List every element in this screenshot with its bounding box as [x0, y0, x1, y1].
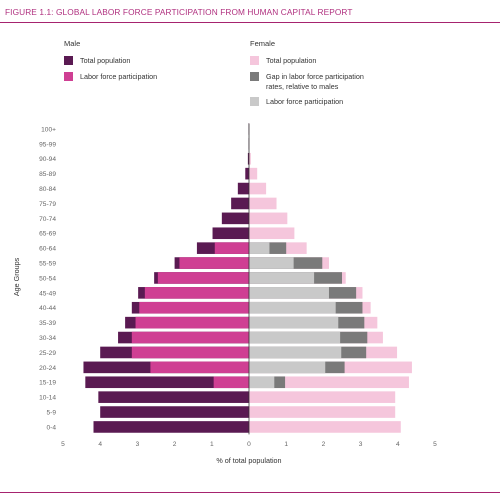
bar-female-labor-50-54 [249, 272, 315, 284]
y-tick-label: 30-34 [39, 335, 56, 342]
legend-female-labor-swatch [250, 97, 259, 106]
bars-group [83, 123, 412, 433]
y-tick-label: 10-14 [39, 395, 56, 402]
legend-female-gap-swatch [250, 72, 259, 81]
bar-male-total-0-4 [93, 421, 249, 433]
bar-male-total-70-74 [221, 212, 249, 225]
legend-male-heading: Male [64, 39, 80, 48]
x-tick-label: 2 [173, 441, 177, 448]
bar-female-total-85-89 [249, 167, 258, 180]
y-axis-label: Age Groups [12, 257, 21, 296]
bottom-rule [0, 492, 500, 493]
bar-male-total-80-84 [237, 182, 249, 195]
bar-male-labor-55-59 [179, 257, 249, 269]
bar-female-labor-55-59 [249, 257, 294, 269]
legend-female-total-label: Total population [266, 56, 316, 65]
x-tick-label: 4 [98, 441, 102, 448]
x-tick-label: 5 [61, 441, 65, 448]
legend-female-gap-label-line2: rates, relative to males [266, 82, 339, 91]
x-axis-label: % of total population [216, 456, 281, 465]
bar-male-total-65-69 [212, 227, 249, 240]
x-tick-label: 3 [359, 441, 363, 448]
y-tick-label: 35-39 [39, 320, 56, 327]
bar-female-labor-60-64 [249, 242, 270, 254]
y-tick-label: 45-49 [39, 290, 56, 297]
bar-male-total-75-79 [231, 197, 249, 210]
legend-female-labor-label: Labor force participation [266, 97, 343, 106]
legend-male-labor-swatch [64, 72, 73, 81]
y-tick-label: 75-79 [39, 201, 56, 208]
legend-male-total-label: Total population [80, 56, 130, 65]
bar-male-total-90-94 [247, 152, 249, 165]
top-rule [0, 22, 500, 23]
x-tick-labels: 5 4 3 2 1 0 1 2 3 4 5 [61, 441, 437, 448]
bar-male-labor-45-49 [144, 287, 249, 299]
bar-female-total-80-84 [249, 182, 267, 195]
x-tick-label: 5 [433, 441, 437, 448]
legend-male-labor-label: Labor force participation [80, 72, 157, 81]
bar-male-labor-25-29 [131, 346, 249, 359]
bar-female-labor-25-29 [249, 346, 342, 359]
bar-female-labor-40-44 [249, 301, 336, 314]
bar-male-labor-50-54 [157, 272, 249, 284]
figure-title: FIGURE 1.1: GLOBAL LABOR FORCE PARTICIPA… [5, 7, 353, 17]
y-tick-label: 70-74 [39, 216, 56, 223]
bar-male-total-5-9 [100, 406, 249, 418]
y-tick-label: 25-29 [39, 350, 56, 357]
y-tick-label: 20-24 [39, 365, 56, 372]
bar-male-total-10-14 [98, 391, 249, 403]
bar-female-labor-20-24 [249, 361, 326, 374]
y-tick-label: 15-19 [39, 380, 56, 387]
y-tick-label: 85-89 [39, 171, 56, 178]
y-tick-label: 95-99 [39, 141, 56, 148]
y-tick-label: 100+ [41, 126, 56, 133]
bar-male-labor-20-24 [150, 361, 249, 374]
bar-male-labor-60-64 [214, 242, 249, 254]
bar-female-labor-35-39 [249, 316, 339, 329]
bar-male-total-85-89 [245, 167, 249, 180]
y-tick-label: 40-44 [39, 305, 56, 312]
y-tick-label: 0-4 [46, 424, 56, 431]
y-tick-labels: 100+ 95-99 90-94 85-89 80-84 75-79 70-74 65-69 6… [39, 126, 56, 431]
legend-male-total-swatch [64, 56, 73, 65]
bar-female-total-15-19 [249, 376, 409, 389]
y-tick-label: 90-94 [39, 156, 56, 163]
bar-female-labor-15-19 [249, 376, 275, 389]
x-tick-label: 0 [247, 441, 251, 448]
y-tick-label: 5-9 [46, 409, 56, 416]
bar-male-labor-15-19 [213, 376, 249, 389]
x-tick-label: 1 [284, 441, 288, 448]
legend-female-gap-label-line1: Gap in labor force participation [266, 72, 364, 81]
x-tick-label: 2 [322, 441, 326, 448]
bar-female-total-75-79 [249, 197, 277, 210]
bar-female-total-0-4 [249, 421, 401, 433]
y-tick-label: 65-69 [39, 231, 56, 238]
bar-male-labor-40-44 [139, 301, 249, 314]
bar-female-labor-30-34 [249, 331, 341, 344]
x-tick-label: 3 [136, 441, 140, 448]
x-tick-label: 4 [396, 441, 400, 448]
bar-female-total-65-69 [249, 227, 295, 240]
y-tick-label: 55-59 [39, 260, 56, 267]
bar-male-labor-30-34 [131, 331, 249, 344]
bar-female-total-5-9 [249, 406, 396, 418]
bar-female-total-70-74 [249, 212, 288, 225]
y-tick-label: 60-64 [39, 246, 56, 253]
bar-female-labor-45-49 [249, 287, 329, 299]
bar-male-labor-35-39 [135, 316, 249, 329]
x-tick-label: 1 [210, 441, 214, 448]
bar-female-total-90-94 [249, 152, 251, 165]
y-tick-label: 50-54 [39, 275, 56, 282]
bar-female-total-10-14 [249, 391, 396, 403]
bar-male-total-15-19 [85, 376, 249, 389]
legend-female-heading: Female [250, 39, 275, 48]
legend-female-total-swatch [250, 56, 259, 65]
y-tick-label: 80-84 [39, 186, 56, 193]
